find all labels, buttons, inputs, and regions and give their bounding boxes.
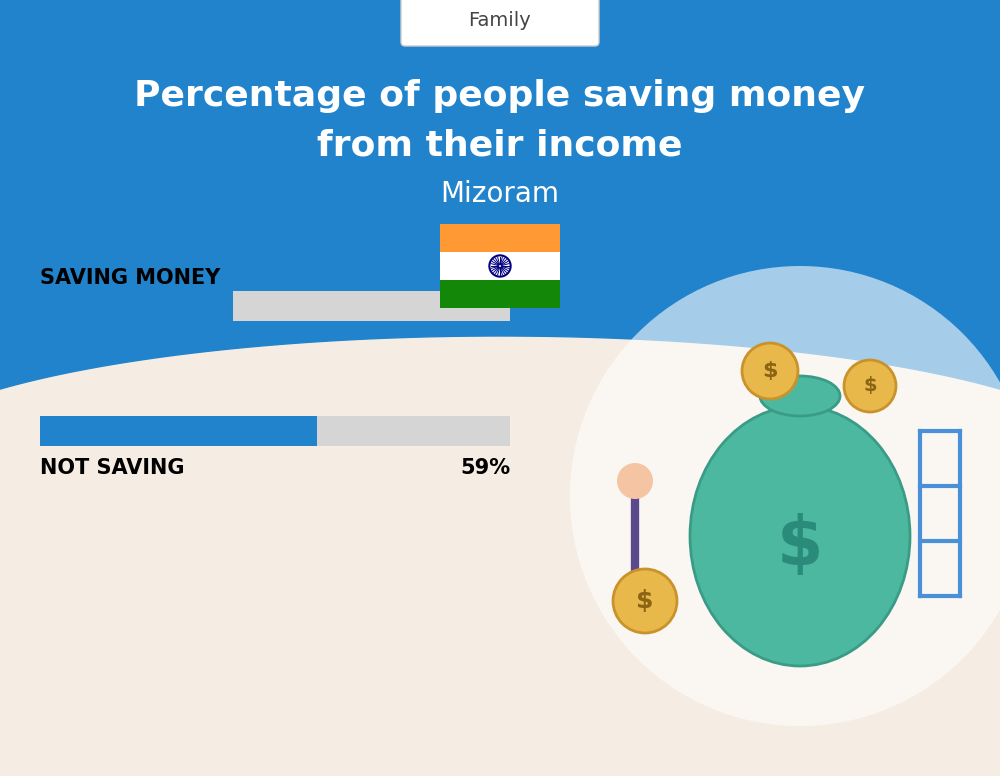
Circle shape bbox=[570, 266, 1000, 726]
Text: 59%: 59% bbox=[460, 458, 510, 478]
Text: Family: Family bbox=[469, 12, 531, 30]
Polygon shape bbox=[0, 0, 1000, 466]
Bar bbox=[440, 252, 560, 280]
Bar bbox=[440, 280, 560, 308]
Bar bbox=[440, 224, 560, 252]
Text: $: $ bbox=[636, 589, 654, 613]
Text: Mizoram: Mizoram bbox=[440, 180, 560, 208]
Circle shape bbox=[613, 569, 677, 633]
Text: NOT SAVING: NOT SAVING bbox=[40, 458, 184, 478]
Ellipse shape bbox=[690, 406, 910, 666]
Text: SAVING MONEY: SAVING MONEY bbox=[40, 268, 220, 288]
Text: 41%: 41% bbox=[460, 268, 510, 288]
Bar bbox=[40, 416, 510, 446]
FancyBboxPatch shape bbox=[401, 0, 599, 46]
Circle shape bbox=[844, 360, 896, 412]
Text: $: $ bbox=[863, 376, 877, 396]
Circle shape bbox=[742, 343, 798, 399]
Bar bbox=[40, 416, 317, 446]
Text: from their income: from their income bbox=[317, 129, 683, 163]
Text: $: $ bbox=[762, 361, 778, 381]
Ellipse shape bbox=[760, 376, 840, 416]
Text: $: $ bbox=[777, 513, 823, 579]
Text: Percentage of people saving money: Percentage of people saving money bbox=[134, 79, 866, 113]
Bar bbox=[40, 291, 233, 321]
Circle shape bbox=[617, 463, 653, 499]
Bar bbox=[40, 291, 510, 321]
